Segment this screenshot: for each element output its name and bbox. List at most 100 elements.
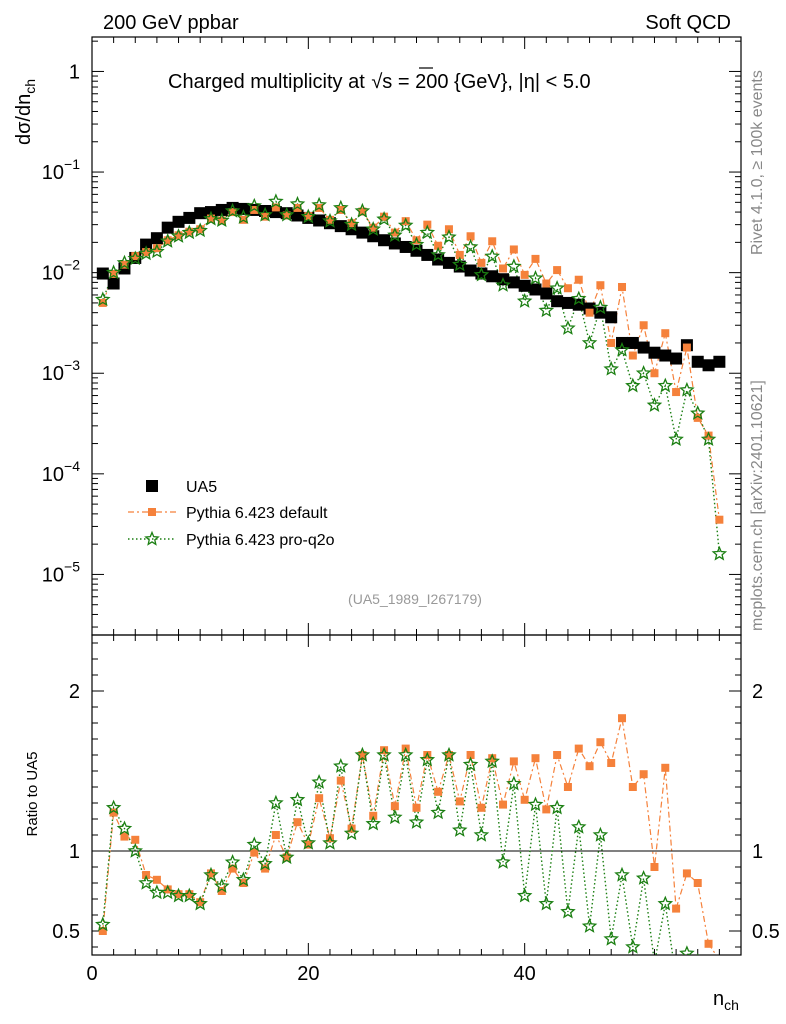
ratio-default-point — [131, 835, 140, 844]
ratio-proq2o-point — [441, 746, 457, 762]
proq2o-point — [419, 224, 436, 240]
proq2o-point — [127, 250, 143, 266]
ua5-point — [529, 283, 542, 296]
ratio-proq2o-point — [138, 874, 154, 890]
proq2o-point — [527, 269, 544, 285]
top-y-tick-label: 10−4 — [42, 458, 80, 486]
default-point — [325, 215, 334, 224]
ratio-default-point — [120, 832, 129, 841]
ua5-point — [334, 220, 347, 233]
ratio-proq2o-point — [365, 815, 381, 831]
proq2o-point — [452, 256, 468, 272]
default-point — [271, 203, 280, 212]
ratio-proq2o-point — [635, 870, 652, 885]
ratio-proq2o-point — [538, 895, 555, 911]
ratio-default-point — [466, 751, 475, 759]
default-point — [434, 241, 443, 250]
ratio-default-point — [261, 864, 270, 873]
top-line-proq2o — [102, 200, 721, 554]
proq2o-point — [484, 248, 500, 264]
ratio-proq2o-point — [343, 825, 360, 841]
ratio-proq2o-point — [625, 938, 641, 954]
default-point — [682, 343, 691, 352]
ratio-default-point — [672, 904, 681, 913]
ua5-point — [172, 215, 185, 228]
top-y-tick-label: 10−2 — [42, 257, 80, 285]
ratio-proq2o-point — [159, 884, 176, 900]
default-point — [369, 223, 378, 232]
ratio-proq2o-point — [289, 791, 306, 807]
ratio-proq2o-point — [702, 973, 714, 985]
proq2o-point — [343, 216, 360, 232]
proq2o-point — [625, 377, 641, 393]
ratio-proq2o-point — [214, 878, 230, 893]
ua5-point — [378, 234, 391, 247]
ua5-point — [518, 279, 531, 292]
default-point — [715, 515, 724, 524]
bottom-panel-frame — [91, 634, 742, 956]
default-point — [358, 207, 367, 216]
default-point — [596, 281, 605, 290]
default-point — [477, 258, 486, 267]
legend-label-ua5: UA5 — [186, 479, 217, 496]
ratio-proq2o-point — [516, 887, 533, 903]
legend: UA5 Pythia 6.423 default Pythia 6.423 pr… — [128, 479, 335, 549]
ratio-default-point — [563, 783, 572, 791]
ratio-proq2o-point — [95, 916, 111, 932]
bottom-panel: 2 2 1 1 0.5 0.5 0 20 40 — [52, 634, 780, 985]
ratio-default-point — [574, 744, 583, 753]
default-point — [520, 270, 529, 279]
default-point — [228, 208, 237, 217]
ratio-proq2o-point — [462, 756, 479, 772]
ratio-default-point — [682, 869, 691, 878]
ratio-default-point — [293, 818, 302, 827]
ratio-proq2o-point — [495, 854, 511, 869]
ua5-point — [670, 352, 683, 365]
proq2o-point — [192, 222, 208, 238]
x-tick-label: 40 — [514, 963, 536, 985]
ua5-point — [691, 355, 704, 368]
default-point — [661, 329, 670, 338]
ratio-proq2o-point — [506, 775, 522, 791]
chart-title-part2: s = 200 {GeV}, |η| < 5.0 — [382, 71, 590, 93]
ratio-proq2o-point — [105, 799, 122, 815]
proq2o-point — [354, 202, 371, 218]
ratio-proq2o-point — [257, 855, 273, 871]
rivet-label: Rivet 4.1.0, ≥ 100k events — [749, 70, 766, 255]
ratio-proq2o-point — [181, 887, 198, 903]
ratio-proq2o-point — [452, 822, 468, 837]
ratio-proq2o-point — [419, 751, 436, 767]
proq2o-point — [473, 266, 490, 282]
ratio-default-point — [618, 714, 627, 723]
ratio-line-proq2o — [102, 754, 691, 955]
bottom-y-tick-label-right: 2 — [752, 681, 763, 703]
ua5-point — [659, 349, 672, 362]
ratio-default-point — [509, 757, 518, 766]
default-point — [250, 205, 259, 214]
ratio-default-point — [628, 783, 637, 791]
default-point — [109, 269, 118, 278]
ua5-point — [356, 226, 369, 239]
ratio-default-point — [639, 770, 648, 779]
ratio-default-point — [704, 939, 713, 948]
default-point — [206, 214, 215, 223]
ua5-point — [713, 355, 726, 368]
default-point — [704, 431, 713, 440]
ratio-proq2o-point — [484, 753, 500, 769]
proq2o-point — [441, 229, 457, 244]
proq2o-point — [365, 221, 381, 236]
legend-marker-default — [148, 508, 156, 516]
default-point — [293, 203, 302, 212]
ratio-proq2o-point — [408, 814, 425, 829]
proq2o-point — [700, 431, 717, 446]
default-point — [261, 212, 270, 221]
analysis-label: (UA5_1989_I267179) — [348, 591, 482, 607]
ratio-default-point — [715, 956, 723, 964]
x-tick-label: 20 — [297, 963, 319, 985]
ua5-point — [702, 359, 715, 372]
default-point — [142, 248, 151, 257]
proq2o-point — [581, 334, 598, 350]
bottom-y-tick-label: 0.5 — [52, 921, 80, 943]
proq2o-point — [516, 293, 533, 308]
proq2o-point — [246, 197, 262, 213]
